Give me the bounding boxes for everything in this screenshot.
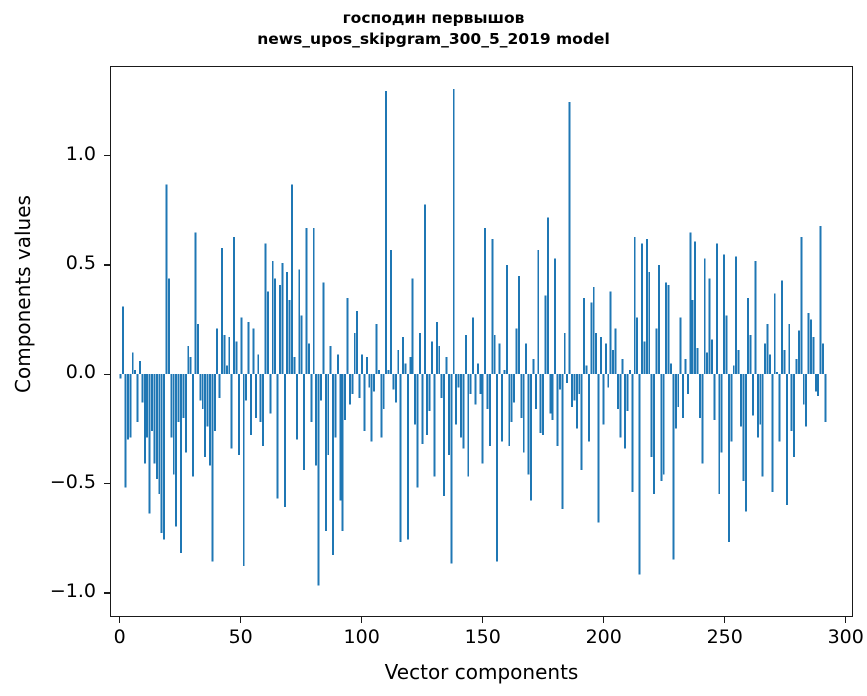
y-tick-mark [104,373,110,375]
chart-title: господин первышов news_upos_skipgram_300… [0,8,867,50]
x-tick-label: 300 [827,626,864,648]
y-tick-label: 1.0 [65,142,96,165]
y-tick-mark [104,592,110,594]
x-tick-mark [603,617,605,623]
x-axis-label: Vector components [384,660,579,684]
x-tick-label: 250 [706,626,743,648]
y-tick-label: −0.5 [49,470,96,493]
x-tick-mark [240,617,242,623]
plot-area [111,67,852,616]
x-tick-label: 50 [228,626,253,648]
chart-title-line-1: господин первышов [342,9,525,27]
y-tick-mark [104,482,110,485]
x-tick-mark [482,617,484,623]
x-tick-label: 200 [585,626,622,648]
y-axis-label: Components values [11,195,35,393]
x-tick-mark [361,617,363,623]
x-tick-mark [119,617,121,623]
x-tick-label: 0 [113,626,126,648]
y-tick-label: 0.5 [65,251,96,274]
y-tick-label: 0.0 [65,361,96,384]
x-tick-mark [845,617,847,623]
y-tick-mark [104,264,110,266]
x-tick-label: 150 [464,626,501,648]
x-tick-label: 100 [343,626,380,648]
chart-title-line-2: news_upos_skipgram_300_5_2019 model [257,30,610,48]
plot-axes [110,66,853,617]
x-tick-mark [724,617,726,623]
y-tick-label: −1.0 [49,579,96,602]
y-tick-mark [104,154,110,157]
bars-series [119,88,827,586]
